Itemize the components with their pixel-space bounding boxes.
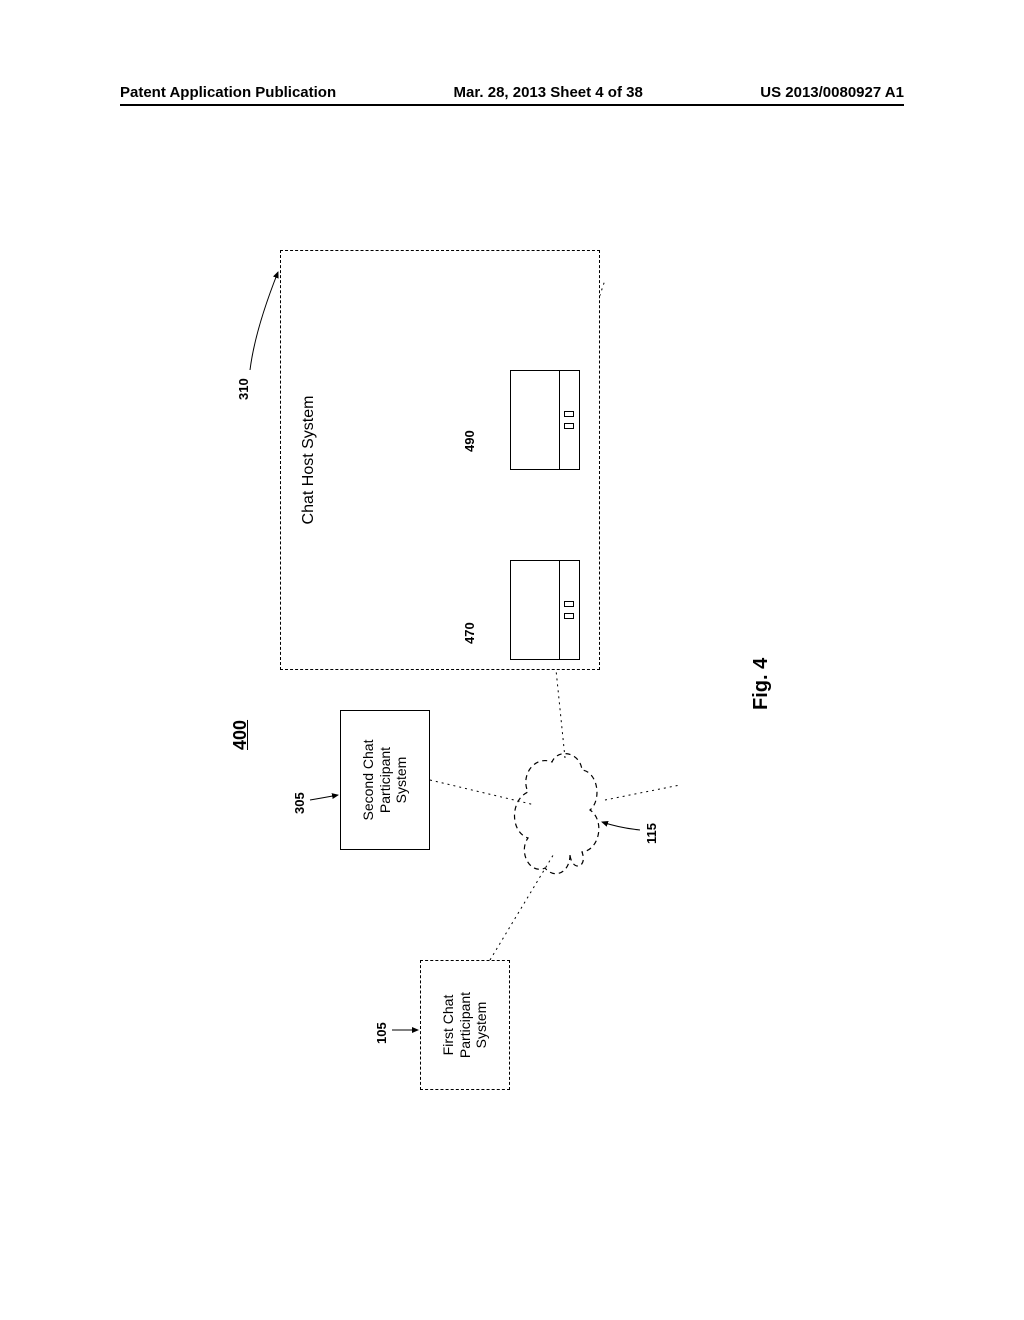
first-participant-box: First Chat Participant System: [420, 960, 510, 1090]
ref-115: 115: [644, 823, 659, 844]
second-participant-box: Second Chat Participant System: [340, 710, 430, 850]
header-left: Patent Application Publication: [120, 84, 336, 101]
header-center: Mar. 28, 2013 Sheet 4 of 38: [454, 84, 643, 101]
diagram: Chat Host System First Chat Participant …: [210, 230, 810, 1130]
ref-490: 490: [462, 430, 477, 452]
ref-105: 105: [374, 1022, 389, 1044]
figure-area: Chat Host System First Chat Participant …: [160, 180, 860, 1180]
second-participant-text: Second Chat Participant System: [360, 740, 410, 821]
leader-115: [602, 822, 640, 830]
link-cloud-down: [605, 785, 680, 800]
ref-305: 305: [292, 792, 307, 814]
leader-305: [310, 795, 338, 800]
link-cloud-server1: [555, 660, 565, 758]
header-rule: [120, 104, 904, 106]
first-participant-text: First Chat Participant System: [440, 992, 490, 1058]
server-490: [510, 370, 580, 470]
figure-caption: Fig. 4: [750, 658, 773, 710]
cloud-icon: [515, 754, 599, 874]
header-right: US 2013/0080927 A1: [760, 84, 904, 101]
link-second-cloud: [430, 780, 535, 805]
ref-470: 470: [462, 622, 477, 644]
host-system-label: Chat Host System: [299, 396, 318, 525]
ref-310: 310: [236, 378, 251, 400]
figure-number: 400: [230, 720, 251, 750]
page-header: Patent Application Publication Mar. 28, …: [120, 84, 904, 101]
leader-310: [250, 272, 278, 370]
server-470: [510, 560, 580, 660]
